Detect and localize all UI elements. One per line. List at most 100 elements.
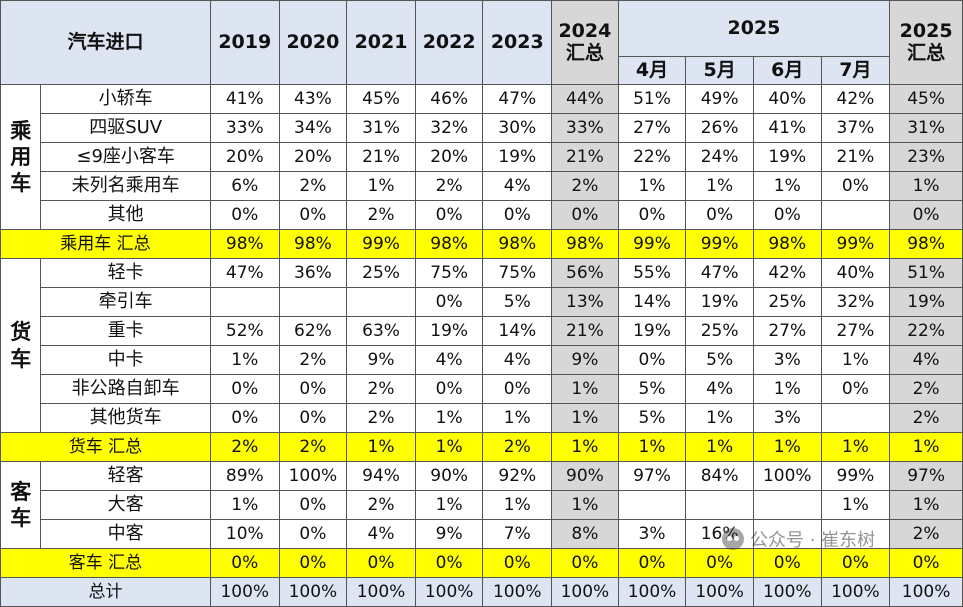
value-cell: 2% <box>414 171 484 201</box>
category-label-passenger: 乘用车 <box>0 84 42 230</box>
row-label: 重卡 <box>40 316 211 346</box>
summary-label: 乘用车 汇总 <box>0 229 211 259</box>
value-cell: 42% <box>820 84 891 114</box>
value-cell: 25% <box>752 287 822 317</box>
value-cell: 4% <box>482 171 553 201</box>
value-cell: 1% <box>685 171 754 201</box>
value-cell <box>346 287 416 317</box>
value-cell <box>820 200 891 230</box>
value-cell: 100% <box>752 577 822 607</box>
value-cell: 99% <box>820 461 891 491</box>
value-cell: 0% <box>278 403 348 433</box>
value-cell: 47% <box>209 258 280 288</box>
value-cell: 0% <box>278 548 348 578</box>
value-cell: 5% <box>482 287 553 317</box>
value-cell: 31% <box>889 113 963 143</box>
value-cell <box>685 490 754 520</box>
value-cell: 2% <box>346 374 416 404</box>
total-row: 总计 100% 100% 100% 100% 100% 100% 100% 100% 100% 10… <box>0 577 963 607</box>
value-cell: 30% <box>482 113 553 143</box>
value-cell: 98% <box>889 229 963 259</box>
value-cell: 25% <box>346 258 416 288</box>
value-cell: 33% <box>209 113 280 143</box>
row-label: 四驱SUV <box>40 113 211 143</box>
value-cell: 19% <box>685 287 754 317</box>
value-cell: 44% <box>551 84 619 114</box>
value-cell: 100% <box>551 577 619 607</box>
value-cell: 25% <box>685 316 754 346</box>
value-cell: 2% <box>346 490 416 520</box>
value-cell: 0% <box>414 287 484 317</box>
row-label: 未列名乘用车 <box>40 171 211 201</box>
value-cell: 13% <box>551 287 619 317</box>
value-cell: 1% <box>482 403 553 433</box>
value-cell: 0% <box>414 374 484 404</box>
value-cell: 51% <box>889 258 963 288</box>
value-cell: 20% <box>209 142 280 172</box>
value-cell: 0% <box>617 548 687 578</box>
value-cell: 27% <box>820 316 891 346</box>
value-cell: 45% <box>346 84 416 114</box>
value-cell: 0% <box>820 548 891 578</box>
month-header: 4月 <box>617 56 687 85</box>
value-cell <box>752 519 822 549</box>
value-cell: 98% <box>752 229 822 259</box>
table-row: 乘用车小轿车 41% 43% 45% 46% 47% 44% 51% 49% 40% 42% 45% <box>0 84 963 230</box>
value-cell: 0% <box>551 548 619 578</box>
value-cell: 1% <box>820 432 891 462</box>
table-row: ≤9座小客车 20% 20% 21% 20% 19% 21% 22% 24% 19% 21% 23% <box>1 142 963 172</box>
month-header: 7月 <box>820 56 891 85</box>
value-cell: 33% <box>551 113 619 143</box>
value-cell: 51% <box>617 84 687 114</box>
category-char: 车 <box>10 346 32 371</box>
value-cell: 100% <box>278 461 348 491</box>
value-cell: 1% <box>752 374 822 404</box>
value-cell: 97% <box>617 461 687 491</box>
value-cell: 3% <box>617 519 687 549</box>
row-label: 中卡 <box>40 345 211 375</box>
header-row: 汽车进口 2019 2020 2021 2022 2023 2024 汇总 20… <box>0 0 963 85</box>
row-label: 轻卡 <box>40 258 211 288</box>
value-cell: 8% <box>551 519 619 549</box>
category-char: 货 <box>10 320 32 345</box>
row-label: 非公路自卸车 <box>40 374 211 404</box>
row-label: 中客 <box>40 519 211 549</box>
table-row: 中客 10% 0% 4% 9% 7% 8% 3% 16% 2% <box>1 519 963 549</box>
value-cell: 75% <box>482 258 553 288</box>
value-cell: 4% <box>482 345 553 375</box>
year-header: 2021 <box>346 0 416 85</box>
value-cell: 1% <box>752 432 822 462</box>
summary-row-truck: 货车 汇总 2% 2% 1% 1% 2% 1% 1% 1% 1% 1% 1% <box>0 432 963 462</box>
value-cell: 1% <box>551 432 619 462</box>
value-cell: 1% <box>617 432 687 462</box>
month-header: 5月 <box>685 56 754 85</box>
summary-row-bus: 客车 汇总 0% 0% 0% 0% 0% 0% 0% 0% 0% 0% 0% <box>0 548 963 578</box>
value-cell: 20% <box>278 142 348 172</box>
value-cell: 99% <box>820 229 891 259</box>
value-cell <box>617 490 687 520</box>
value-cell: 1% <box>889 490 963 520</box>
value-cell: 100% <box>414 577 484 607</box>
value-cell: 21% <box>346 142 416 172</box>
value-cell: 32% <box>414 113 484 143</box>
row-label: ≤9座小客车 <box>40 142 211 172</box>
year-2024-label: 2024 <box>558 19 612 42</box>
year-2025-summary-header: 2025 汇总 <box>889 0 963 85</box>
value-cell: 47% <box>685 258 754 288</box>
table-row: 客车轻客 89% 100% 94% 90% 92% 90% 97% 84% 100% 99% 97% <box>0 461 963 549</box>
value-cell: 2% <box>551 171 619 201</box>
value-cell: 99% <box>617 229 687 259</box>
table-row: 非公路自卸车 0% 0% 2% 0% 0% 1% 5% 4% 1% 0% 2% <box>1 374 963 404</box>
value-cell: 40% <box>820 258 891 288</box>
value-cell: 0% <box>414 200 484 230</box>
row-label: 其他 <box>40 200 211 230</box>
summary-label: 汇总 <box>907 41 946 64</box>
value-cell: 0% <box>889 200 963 230</box>
value-cell: 42% <box>752 258 822 288</box>
value-cell: 4% <box>346 519 416 549</box>
category-char: 车 <box>10 171 32 196</box>
value-cell: 0% <box>685 548 754 578</box>
value-cell: 19% <box>414 316 484 346</box>
value-cell: 46% <box>414 84 484 114</box>
